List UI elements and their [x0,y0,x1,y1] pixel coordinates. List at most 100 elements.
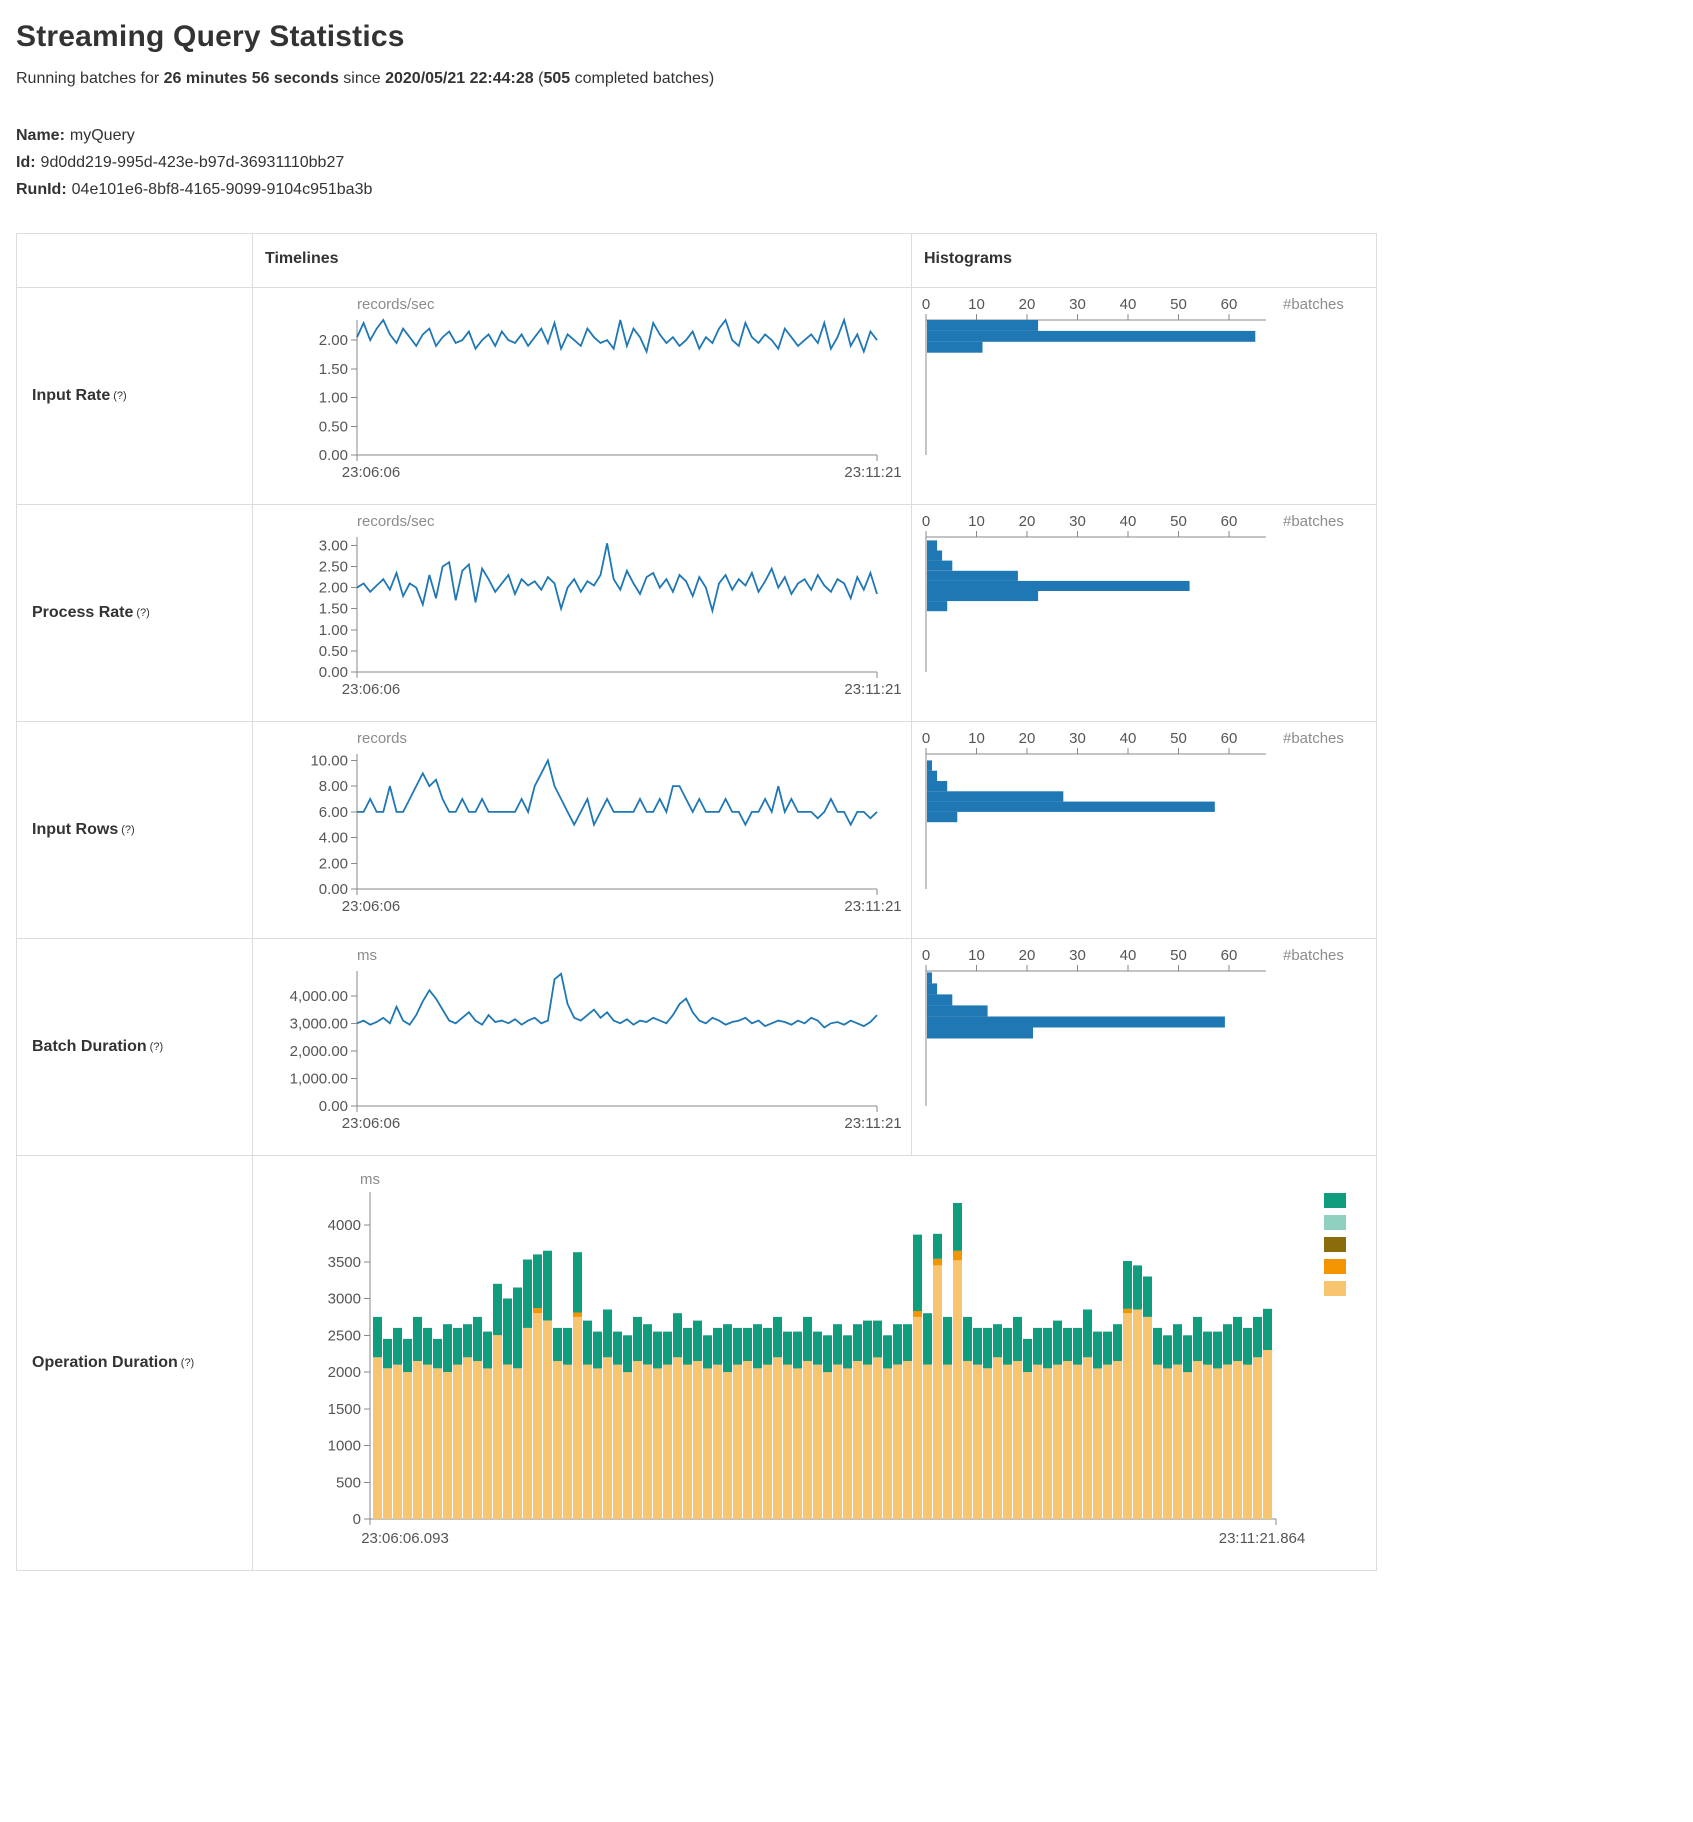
svg-text:23:11:21: 23:11:21 [844,1115,901,1132]
runid-value: 04e101e6-8bf8-4165-9099-9104c951ba3b [71,181,373,198]
svg-text:20: 20 [1019,513,1036,530]
column-header-histograms: Histograms [912,234,1377,288]
row-label-input-rate: Input Rate (?) [17,288,253,505]
svg-text:23:11:21: 23:11:21 [844,681,901,698]
name-label: Name: [16,127,65,144]
svg-text:23:06:06: 23:06:06 [342,681,400,698]
svg-text:50: 50 [1170,730,1187,747]
svg-text:2500: 2500 [328,1327,361,1344]
help-icon[interactable]: (?) [149,1041,164,1053]
svg-text:10: 10 [968,296,985,313]
svg-text:#batches: #batches [1283,296,1344,313]
svg-text:60: 60 [1221,947,1238,964]
process-rate-histogram-cell: 0 10 20 30 40 50 60 #batches [912,505,1377,722]
svg-text:2.00: 2.00 [319,332,348,349]
svg-text:40: 40 [1120,296,1137,313]
svg-text:60: 60 [1221,296,1238,313]
query-id-line: Id: 9d0dd219-995d-423e-b97d-36931110bb27 [16,149,1677,176]
metric-label: Input Rows [32,821,119,838]
status-text: completed batches) [570,70,715,87]
svg-text:23:11:21: 23:11:21 [844,464,901,481]
svg-text:10: 10 [968,513,985,530]
batch-duration-timeline-cell: ms 4,000.00 3,000.00 2,000.00 1,000.00 0.00 23… [253,939,912,1156]
metric-label: Operation Duration [32,1354,178,1371]
svg-text:10.00: 10.00 [310,752,348,769]
svg-text:23:11:21.864: 23:11:21.864 [1219,1530,1305,1547]
row-label-process-rate: Process Rate (?) [17,505,253,722]
svg-text:0: 0 [922,730,930,747]
row-label-operation-duration: Operation Duration (?) [17,1156,253,1571]
input-rows-timeline-cell: records 10.00 8.00 6.00 4.00 2.00 0.00 23:06:06… [253,722,912,939]
svg-text:8.00: 8.00 [319,778,348,795]
svg-text:30: 30 [1069,296,1086,313]
metric-label: Batch Duration [32,1038,147,1055]
svg-text:4,000.00: 4,000.00 [290,988,348,1005]
input-rate-timeline-cell: records/sec 2.00 1.50 1.00 0.50 0.00 23:06:06 2… [253,288,912,505]
svg-text:#batches: #batches [1283,730,1344,747]
svg-text:10: 10 [968,730,985,747]
help-icon[interactable]: (?) [113,390,127,402]
help-icon[interactable]: (?) [121,824,135,836]
svg-text:1.00: 1.00 [319,622,348,639]
svg-text:23:11:21: 23:11:21 [844,898,901,915]
svg-text:0: 0 [922,947,930,964]
svg-text:2.00: 2.00 [319,855,348,872]
name-value: myQuery [69,127,135,144]
input-rows-histogram-chart: 0 10 20 30 40 50 60 #batches [922,730,1344,889]
input-rows-histogram-cell: 0 10 20 30 40 50 60 #batches [912,722,1377,939]
svg-text:0.50: 0.50 [319,643,348,660]
status-text: ( [533,70,544,87]
status-line: Running batches for 26 minutes 56 second… [16,70,1677,88]
svg-text:20: 20 [1019,947,1036,964]
operation-duration-stacked-chart: ms 4000 3500 3000 2500 2000 1500 1000 500 023:06:… [328,1171,1346,1547]
svg-text:20: 20 [1019,730,1036,747]
svg-text:records/sec: records/sec [357,296,435,313]
svg-text:0: 0 [353,1511,361,1528]
batch-duration-histogram-cell: 0 10 20 30 40 50 60 #batches [912,939,1377,1156]
row-label-batch-duration: Batch Duration (?) [17,939,253,1156]
svg-text:10: 10 [968,947,985,964]
status-text: since [338,70,386,87]
svg-text:3,000.00: 3,000.00 [290,1015,348,1032]
streaming-query-statistics-page: Streaming Query Statistics Running batch… [16,20,1677,1808]
svg-text:500: 500 [336,1474,361,1491]
statistics-table: Timelines Histograms Input Rate (?) reco… [16,233,1377,1571]
help-icon[interactable]: (?) [180,1357,195,1369]
svg-text:1,000.00: 1,000.00 [290,1070,348,1087]
process-rate-histogram-chart: 0 10 20 30 40 50 60 #batches [922,513,1344,672]
svg-text:1000: 1000 [328,1438,361,1455]
svg-text:23:06:06: 23:06:06 [342,464,400,481]
svg-text:2.00: 2.00 [319,580,348,597]
svg-text:3000: 3000 [328,1291,361,1308]
column-header-timelines: Timelines [253,234,912,288]
svg-text:30: 30 [1069,513,1086,530]
svg-text:2.50: 2.50 [319,559,348,576]
svg-text:30: 30 [1069,947,1086,964]
process-rate-timeline-cell: records/sec 3.00 2.50 2.00 1.50 1.00 0.50 0.00 2… [253,505,912,722]
operation-duration-chart-cell: ms 4000 3500 3000 2500 2000 1500 1000 500 0 23:06:… [253,1156,1377,1571]
batch-duration-timeline-chart: ms4,000.003,000.002,000.001,000.000.0023… [290,947,902,1132]
table-corner-cell [17,234,253,288]
svg-text:3.00: 3.00 [319,537,348,554]
help-icon[interactable]: (?) [136,607,150,619]
svg-text:40: 40 [1120,513,1137,530]
svg-text:ms: ms [360,1171,380,1188]
process-rate-timeline-chart: records/sec3.002.502.001.501.000.500.002… [319,513,902,698]
svg-text:2,000.00: 2,000.00 [290,1043,348,1060]
status-batch-count: 505 [543,70,571,87]
svg-text:0.00: 0.00 [319,664,348,681]
status-duration: 26 minutes 56 seconds [163,70,339,87]
svg-text:records/sec: records/sec [357,513,435,530]
svg-text:6.00: 6.00 [319,804,348,821]
svg-text:4000: 4000 [328,1217,361,1234]
svg-text:23:06:06.093: 23:06:06.093 [361,1530,449,1547]
query-runid-line: RunId: 04e101e6-8bf8-4165-9099-9104c951ba… [16,176,1677,203]
svg-text:50: 50 [1170,513,1187,530]
input-rows-timeline-chart: records 10.00 8.00 6.00 4.00 2.00 0.0023:06:06… [310,730,901,915]
svg-text:#batches: #batches [1283,513,1344,530]
id-value: 9d0dd219-995d-423e-b97d-36931110bb27 [40,154,345,171]
batch-duration-histogram-chart: 0 10 20 30 40 50 60 #batches [922,947,1344,1106]
svg-text:ms: ms [357,947,377,964]
svg-text:0.00: 0.00 [319,447,348,464]
input-rate-histogram-chart: 0 10 20 30 40 50 60 #batches [922,296,1344,455]
